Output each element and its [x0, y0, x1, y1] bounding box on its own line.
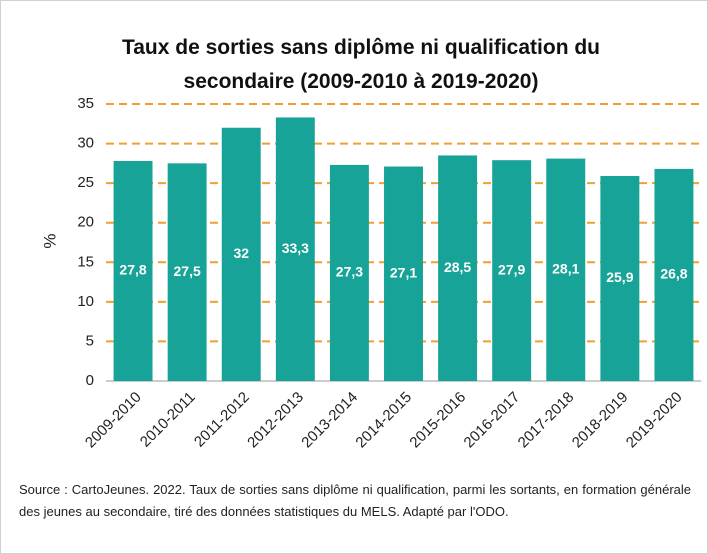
x-tick-label: 2018-2019: [569, 389, 632, 452]
x-tick-label: 2010-2011: [137, 389, 199, 451]
y-tick-label: 30: [77, 135, 94, 152]
bar: [275, 117, 315, 381]
bar: [654, 168, 694, 381]
data-label: 33,3: [282, 240, 309, 256]
data-label: 27,3: [336, 264, 363, 280]
x-tick-label: 2012-2013: [244, 389, 307, 452]
x-tick-label: 2015-2016: [406, 389, 469, 452]
bar: [221, 127, 261, 381]
x-tick-label: 2011-2012: [191, 389, 253, 451]
bar: [384, 166, 423, 381]
y-axis-label: %: [40, 233, 59, 248]
x-tick-label: 2019-2020: [623, 389, 686, 452]
data-label: 28,5: [444, 259, 471, 275]
y-tick-label: 35: [77, 95, 94, 112]
chart-title: Taux de sorties sans diplôme ni qualific…: [121, 36, 601, 93]
x-tick-label: 2009-2010: [82, 389, 145, 452]
data-label: 27,8: [119, 262, 146, 278]
bar: [113, 160, 153, 381]
y-tick-label: 5: [86, 332, 94, 349]
data-label: 26,8: [660, 266, 687, 282]
x-tick-label: 2013-2014: [298, 389, 361, 452]
data-label: 27,5: [174, 263, 201, 279]
source-note: Source : CartoJeunes. 2022. Taux de sort…: [19, 482, 691, 519]
y-tick-label: 25: [77, 174, 94, 191]
data-label: 25,9: [606, 269, 633, 285]
x-tick-label: 2017-2018: [515, 389, 578, 452]
data-label: 27,1: [390, 264, 417, 280]
y-tick-label: 0: [86, 372, 94, 389]
x-tick-label: 2014-2015: [352, 389, 415, 452]
y-tick-label: 15: [77, 253, 94, 270]
bar: [438, 155, 478, 381]
bar: [329, 164, 369, 381]
bar: [600, 176, 640, 381]
data-label: 27,9: [498, 261, 525, 277]
y-tick-label: 20: [77, 214, 94, 231]
bar: [546, 158, 586, 381]
chart: % 0 5 10 15 20 25 30 35 27,8 2009-2010 27,5 2010-20…: [40, 95, 701, 452]
data-label: 28,1: [552, 261, 579, 277]
bar: [492, 160, 532, 381]
data-label: 32: [233, 245, 249, 261]
x-tick-label: 2016-2017: [461, 389, 524, 452]
y-tick-label: 10: [77, 293, 94, 310]
bar: [167, 163, 207, 381]
